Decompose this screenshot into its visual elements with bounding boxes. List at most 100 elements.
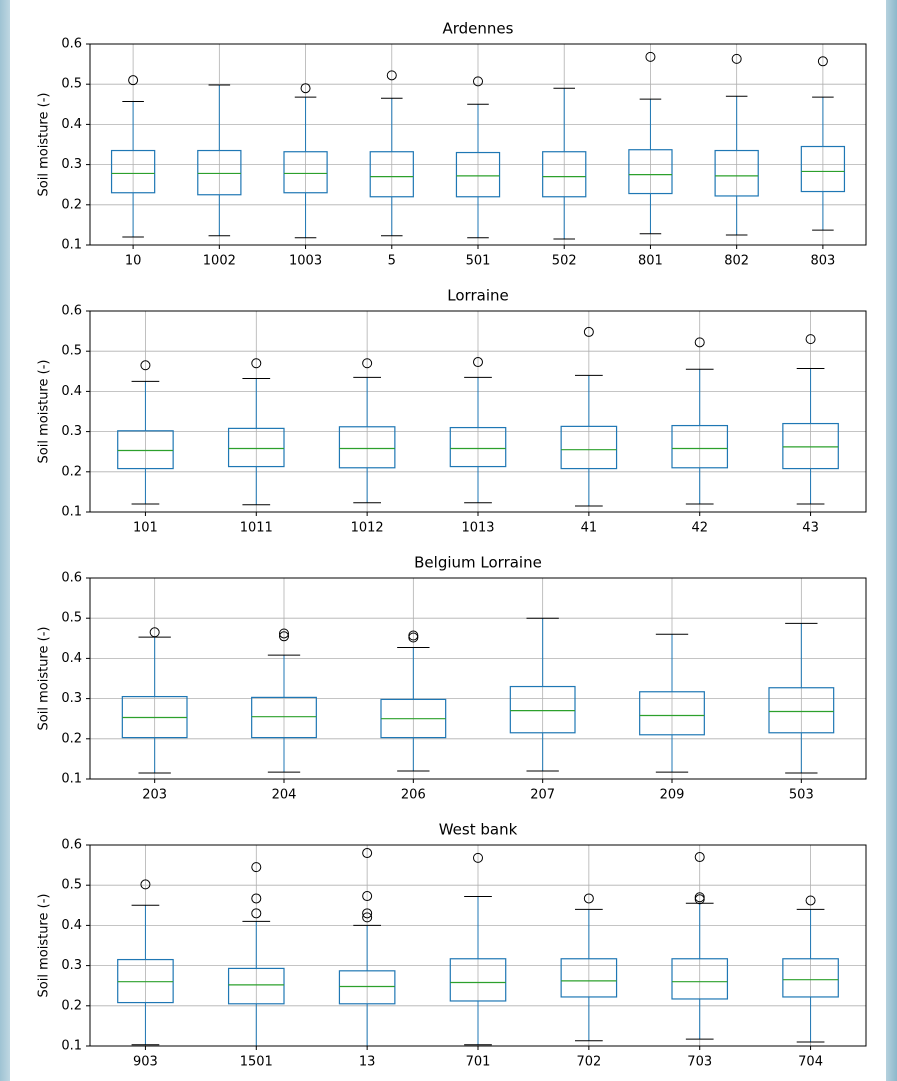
box <box>197 149 242 196</box>
y-tick-label: 0.1 <box>61 238 82 253</box>
flier <box>251 358 262 369</box>
x-tick-label: 1012 <box>351 521 384 536</box>
y-tick-label: 0.5 <box>61 878 82 893</box>
figure-background <box>10 0 886 1081</box>
flier <box>694 337 705 348</box>
x-tick-label: 801 <box>638 254 663 269</box>
chart-title: West bank <box>439 821 518 839</box>
x-tick-label: 42 <box>691 521 708 536</box>
y-axis-label: Soil moisture (-) <box>37 93 52 197</box>
x-tick-label: 10 <box>125 254 142 269</box>
flier <box>473 76 483 87</box>
x-tick-label: 802 <box>724 254 749 269</box>
flier <box>805 895 816 906</box>
x-tick-label: 501 <box>466 254 491 269</box>
x-tick-label: 203 <box>142 788 167 803</box>
box <box>768 687 835 734</box>
flier <box>362 358 373 369</box>
box <box>110 149 156 194</box>
y-tick-label: 0.3 <box>61 157 82 172</box>
box <box>338 426 396 469</box>
y-tick-label: 0.3 <box>61 958 82 973</box>
x-tick-label: 1002 <box>203 254 236 269</box>
y-tick-label: 0.5 <box>61 77 82 92</box>
x-tick-label: 206 <box>401 788 426 803</box>
box <box>283 151 328 194</box>
flier <box>473 852 483 863</box>
x-tick-label: 502 <box>552 254 577 269</box>
box <box>542 151 587 198</box>
y-axis-label: Soil moisture (-) <box>37 627 52 731</box>
box <box>509 685 576 734</box>
y-tick-label: 0.2 <box>61 197 82 212</box>
axes-frame <box>89 310 867 513</box>
chart-title: Belgium Lorraine <box>414 554 542 572</box>
flier <box>731 53 742 64</box>
axes-frame <box>89 577 867 780</box>
x-tick-label: 204 <box>272 788 297 803</box>
y-tick-label: 0.5 <box>61 344 82 359</box>
flier <box>362 912 373 923</box>
y-tick-label: 0.6 <box>61 838 82 853</box>
y-tick-label: 0.3 <box>61 691 82 706</box>
flier <box>473 357 483 368</box>
box <box>639 691 705 736</box>
x-tick-label: 1501 <box>240 1055 273 1070</box>
x-tick-label: 903 <box>133 1055 158 1070</box>
flier <box>149 627 160 638</box>
box <box>449 426 507 468</box>
flier <box>583 326 594 337</box>
flier <box>128 75 139 86</box>
flier <box>140 360 151 371</box>
x-tick-label: 1003 <box>289 254 322 269</box>
x-tick-label: 702 <box>576 1055 601 1070</box>
y-axis-label: Soil moisture (-) <box>37 360 52 464</box>
y-tick-label: 0.3 <box>61 424 82 439</box>
box <box>560 425 618 470</box>
box <box>251 696 317 739</box>
y-tick-label: 0.4 <box>61 384 82 399</box>
y-tick-label: 0.4 <box>61 117 82 132</box>
y-tick-label: 0.4 <box>61 918 82 933</box>
x-tick-label: 13 <box>359 1055 376 1070</box>
x-tick-label: 43 <box>802 521 819 536</box>
flier <box>362 908 373 919</box>
box <box>338 970 396 1005</box>
y-tick-label: 0.6 <box>61 37 82 52</box>
box <box>117 430 174 470</box>
x-tick-label: 703 <box>687 1055 712 1070</box>
box <box>671 958 729 1000</box>
y-tick-label: 0.6 <box>61 571 82 586</box>
box <box>449 958 507 1002</box>
x-tick-label: 1013 <box>461 521 494 536</box>
flier <box>694 852 705 863</box>
flier <box>386 70 397 81</box>
box <box>782 422 839 470</box>
chart-title: Ardennes <box>443 20 514 38</box>
x-tick-label: 209 <box>660 788 685 803</box>
flier <box>300 83 311 94</box>
x-tick-label: 803 <box>810 254 835 269</box>
box <box>369 151 414 198</box>
y-tick-label: 0.2 <box>61 731 82 746</box>
box <box>227 967 285 1005</box>
box <box>455 151 501 198</box>
flier <box>362 891 373 902</box>
flier <box>362 848 373 859</box>
box <box>714 149 759 197</box>
flier <box>279 628 289 639</box>
axes-frame <box>89 844 867 1047</box>
flier <box>645 51 656 62</box>
flier <box>817 56 828 67</box>
y-tick-label: 0.5 <box>61 611 82 626</box>
box <box>227 427 285 468</box>
x-tick-label: 5 <box>388 254 396 269</box>
y-tick-label: 0.6 <box>61 304 82 319</box>
x-tick-label: 41 <box>581 521 598 536</box>
y-axis-label: Soil moisture (-) <box>37 894 52 998</box>
y-tick-label: 0.4 <box>61 651 82 666</box>
flier <box>408 630 419 641</box>
box <box>560 958 618 998</box>
